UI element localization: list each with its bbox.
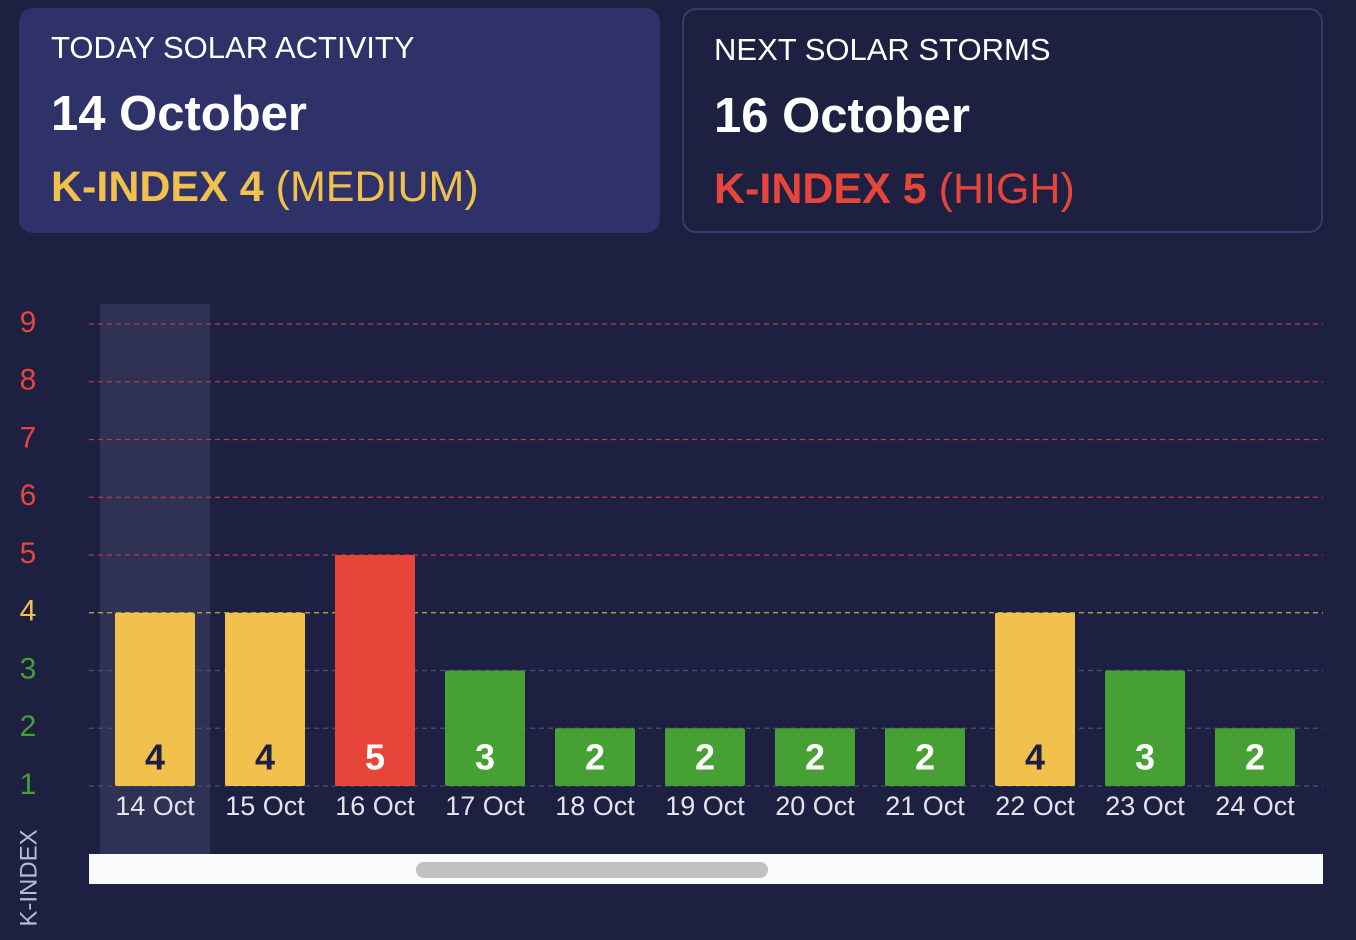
index-level: (HIGH): [938, 165, 1075, 213]
card-date: 14 October: [51, 87, 307, 141]
x-tick-label: 17 Oct: [445, 791, 525, 821]
value-label: 2: [915, 737, 935, 778]
x-tick-label: 22 Oct: [995, 791, 1075, 821]
value-label: 3: [475, 737, 495, 778]
y-tick-label: 6: [20, 479, 37, 512]
value-label: 2: [1245, 737, 1265, 778]
bar: [995, 612, 1075, 786]
x-tick-label: 20 Oct: [775, 791, 855, 821]
index-label: K-INDEX: [51, 163, 228, 211]
index-value: 5: [902, 165, 927, 213]
index-value: 4: [239, 163, 264, 211]
y-tick-label: 2: [20, 710, 37, 743]
x-tick-label: 24 Oct: [1215, 791, 1295, 821]
value-label: 4: [255, 737, 275, 778]
bar: [665, 728, 745, 786]
value-label: 4: [1025, 737, 1045, 778]
bar: [555, 728, 635, 786]
card-title: TODAY SOLAR ACTIVITY: [51, 30, 415, 65]
x-tick-label: 18 Oct: [555, 791, 635, 821]
x-tick-label: 23 Oct: [1105, 791, 1185, 821]
today-card: TODAY SOLAR ACTIVITY 14 October K-INDEX …: [19, 8, 660, 233]
bar: [1215, 728, 1295, 786]
y-axis-title: K-INDEX: [15, 829, 42, 926]
x-tick-label: 14 Oct: [115, 791, 195, 821]
y-tick-label: 3: [20, 652, 37, 685]
index-label: K-INDEX: [714, 165, 891, 213]
storm-card: NEXT SOLAR STORMS 16 October K-INDEX 5 (…: [682, 8, 1323, 233]
value-label: 4: [145, 737, 165, 778]
value-label: 3: [1135, 737, 1155, 778]
y-tick-label: 8: [20, 364, 37, 397]
y-tick-label: 7: [20, 421, 37, 454]
value-label: 2: [585, 737, 605, 778]
value-label: 2: [695, 737, 715, 778]
bar: [1105, 670, 1185, 786]
bar: [335, 555, 415, 786]
bar: [115, 612, 195, 786]
y-tick-label: 5: [20, 537, 37, 570]
scrollbar-thumb[interactable]: [416, 862, 768, 878]
index-level: (MEDIUM): [275, 163, 479, 211]
bar: [225, 612, 305, 786]
bar: [775, 728, 855, 786]
bar: [445, 670, 525, 786]
y-tick-label: 4: [20, 595, 37, 628]
card-title: NEXT SOLAR STORMS: [714, 32, 1051, 67]
value-label: 5: [365, 737, 385, 778]
value-label: 2: [805, 737, 825, 778]
y-tick-label: 9: [20, 306, 37, 339]
x-tick-label: 16 Oct: [335, 791, 415, 821]
card-index: K-INDEX 5 (HIGH): [714, 165, 1075, 214]
card-index: K-INDEX 4 (MEDIUM): [51, 163, 479, 212]
y-tick-label: 1: [20, 768, 37, 801]
card-date: 16 October: [714, 89, 970, 143]
x-tick-label: 21 Oct: [885, 791, 965, 821]
x-tick-label: 15 Oct: [225, 791, 305, 821]
x-tick-label: 19 Oct: [665, 791, 745, 821]
bar: [885, 728, 965, 786]
